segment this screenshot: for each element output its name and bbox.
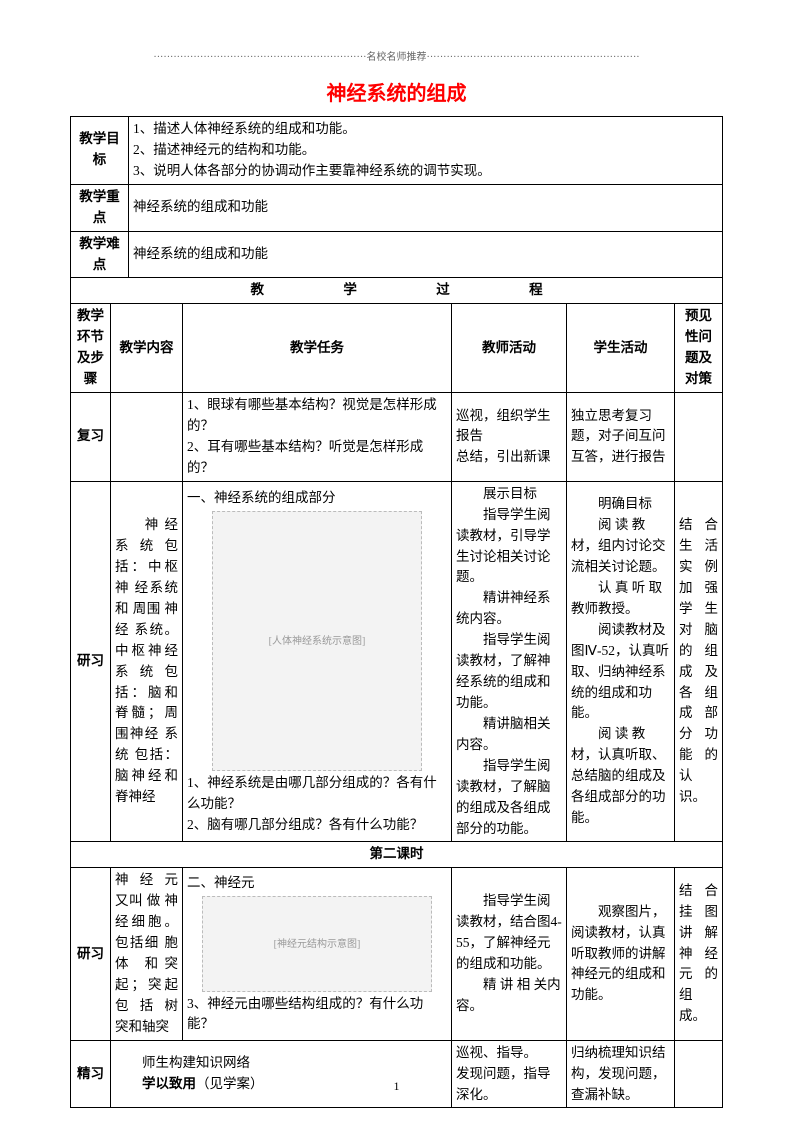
table-row-review: 复习 1、眼球有哪些基本结构？视觉是怎样形成的？ 2、耳有哪些基本结构？听觉是怎… xyxy=(71,393,723,482)
review-content xyxy=(111,393,183,482)
refine-content-line1: 师生构建知识网络 xyxy=(115,1053,447,1074)
refine-stage: 精习 xyxy=(71,1040,111,1108)
study2-stage: 研习 xyxy=(71,868,111,1040)
nervous-system-diagram-icon: [人体神经系统示意图] xyxy=(212,511,422,771)
refine-student: 归纳梳理知识结构，发现问题，查漏补缺。 xyxy=(567,1040,675,1108)
col-header-problem: 预见性问题及对策 xyxy=(675,304,723,393)
objective-3: 3、说明人体各部分的协调动作主要靠神经系统的调节实现。 xyxy=(133,161,718,182)
refine-content: 师生构建知识网络 学以致用（见学案） xyxy=(111,1040,452,1108)
review-task: 1、眼球有哪些基本结构？视觉是怎样形成的？ 2、耳有哪些基本结构？听觉是怎样形成… xyxy=(183,393,452,482)
refine-problem xyxy=(675,1040,723,1108)
review-task-1: 1、眼球有哪些基本结构？视觉是怎样形成的？ xyxy=(187,395,447,437)
lesson2-header-row: 第二课时 xyxy=(71,842,723,868)
process-header-text-2: 学 xyxy=(343,282,357,297)
study2-task-q: 3、神经元由哪些结构组成的？有什么功能？ xyxy=(187,994,447,1036)
review-problem xyxy=(675,393,723,482)
process-header: 教 学 过 程 xyxy=(71,278,723,303)
table-row-study2: 研习 神 经 元 又叫 做 神 经细胞。包括细 胞 体 和突起；突起包 括 树 … xyxy=(71,868,723,1040)
process-header-text-4: 程 xyxy=(529,282,543,297)
study1-task-q1: 1、神经系统是由哪几部分组成的？各有什么功能？ xyxy=(187,773,447,815)
meta-table: 教学目标 1、描述人体神经系统的组成和功能。 2、描述神经元的结构和功能。 3、… xyxy=(70,116,723,278)
review-teacher: 巡视，组织学生报告 总结，引出新课 xyxy=(452,393,567,482)
study2-problem: 结 合 挂图 讲 解神 经 元的 组成。 xyxy=(675,868,723,1040)
page-number: 1 xyxy=(0,1079,793,1094)
refine-teacher: 巡视、指导。 发现问题，指导深化。 xyxy=(452,1040,567,1108)
keypoint-content: 神经系统的组成和功能 xyxy=(129,184,723,231)
process-header-text-1: 教 xyxy=(250,282,264,297)
study1-task-q2: 2、脑有哪几部分组成？各有什么功能？ xyxy=(187,815,447,836)
study2-task: 二、神经元 [神经元结构示意图] 3、神经元由哪些结构组成的？有什么功能？ xyxy=(183,868,452,1040)
difficulty-label: 教学难点 xyxy=(71,231,129,278)
study2-content: 神 经 元 又叫 做 神 经细胞。包括细 胞 体 和突起；突起包 括 树 突和轴… xyxy=(111,868,183,1040)
table-row-study1: 研习 神 经系统包括：中枢 神 经系统 和 周围 神 经 系统。中枢神经 系 统… xyxy=(71,481,723,842)
objectives-content: 1、描述人体神经系统的组成和功能。 2、描述神经元的结构和功能。 3、说明人体各… xyxy=(129,117,723,185)
study1-content: 神 经系统包括：中枢 神 经系统 和 周围 神 经 系统。中枢神经 系 统 包括… xyxy=(111,481,183,842)
objective-1: 1、描述人体神经系统的组成和功能。 xyxy=(133,119,718,140)
objective-2: 2、描述神经元的结构和功能。 xyxy=(133,140,718,161)
study1-teacher: 展示目标 指导学生阅读教材，引导学生讨论相关讨论题。 精讲神经系统内容。 指导学… xyxy=(452,481,567,842)
col-header-student: 学生活动 xyxy=(567,304,675,393)
objectives-label: 教学目标 xyxy=(71,117,129,185)
study1-task-heading: 一、神经系统的组成部分 xyxy=(187,488,447,509)
table-row-refine: 精习 师生构建知识网络 学以致用（见学案） 巡视、指导。 发现问题，指导深化。 … xyxy=(71,1040,723,1108)
study1-student: 明确目标 阅 读 教材，组内讨论交流相关讨论题。 认 真 听 取教师教授。 阅读… xyxy=(567,481,675,842)
study2-student: 观察图片，阅读教材，认真听取教师的讲解神经元的组成和功能。 xyxy=(567,868,675,1040)
review-task-2: 2、耳有哪些基本结构？听觉是怎样形成的？ xyxy=(187,437,447,479)
review-student: 独立思考复习题，对子间互问互答，进行报告 xyxy=(567,393,675,482)
review-stage: 复习 xyxy=(71,393,111,482)
process-table: 教 学 过 程 教学环节及步骤 教学内容 教学任务 教师活动 学生活动 预见性问… xyxy=(70,278,723,1108)
lesson2-header: 第二课时 xyxy=(71,842,723,868)
header-decoration: ········································… xyxy=(70,48,723,63)
study1-task: 一、神经系统的组成部分 [人体神经系统示意图] 1、神经系统是由哪几部分组成的？… xyxy=(183,481,452,842)
document-page: ········································… xyxy=(0,0,793,1108)
page-title: 神经系统的组成 xyxy=(70,77,723,106)
study1-stage: 研习 xyxy=(71,481,111,842)
col-header-stage: 教学环节及步骤 xyxy=(71,304,111,393)
col-header-teacher: 教师活动 xyxy=(452,304,567,393)
col-header-content: 教学内容 xyxy=(111,304,183,393)
keypoint-label: 教学重点 xyxy=(71,184,129,231)
col-header-task: 教学任务 xyxy=(183,304,452,393)
study1-problem: 结 合 生活 实 例加 强 学生 对 脑的 组 成及 各 组成 部 分功 能 的… xyxy=(675,481,723,842)
study2-task-heading: 二、神经元 xyxy=(187,873,447,894)
difficulty-content: 神经系统的组成和功能 xyxy=(129,231,723,278)
process-header-text-3: 过 xyxy=(436,282,450,297)
study2-teacher: 指导学生阅读教材，结合图4-55，了解神经元的组成和功能。 精 讲 相 关内容。 xyxy=(452,868,567,1040)
neuron-diagram-icon: [神经元结构示意图] xyxy=(202,896,432,992)
